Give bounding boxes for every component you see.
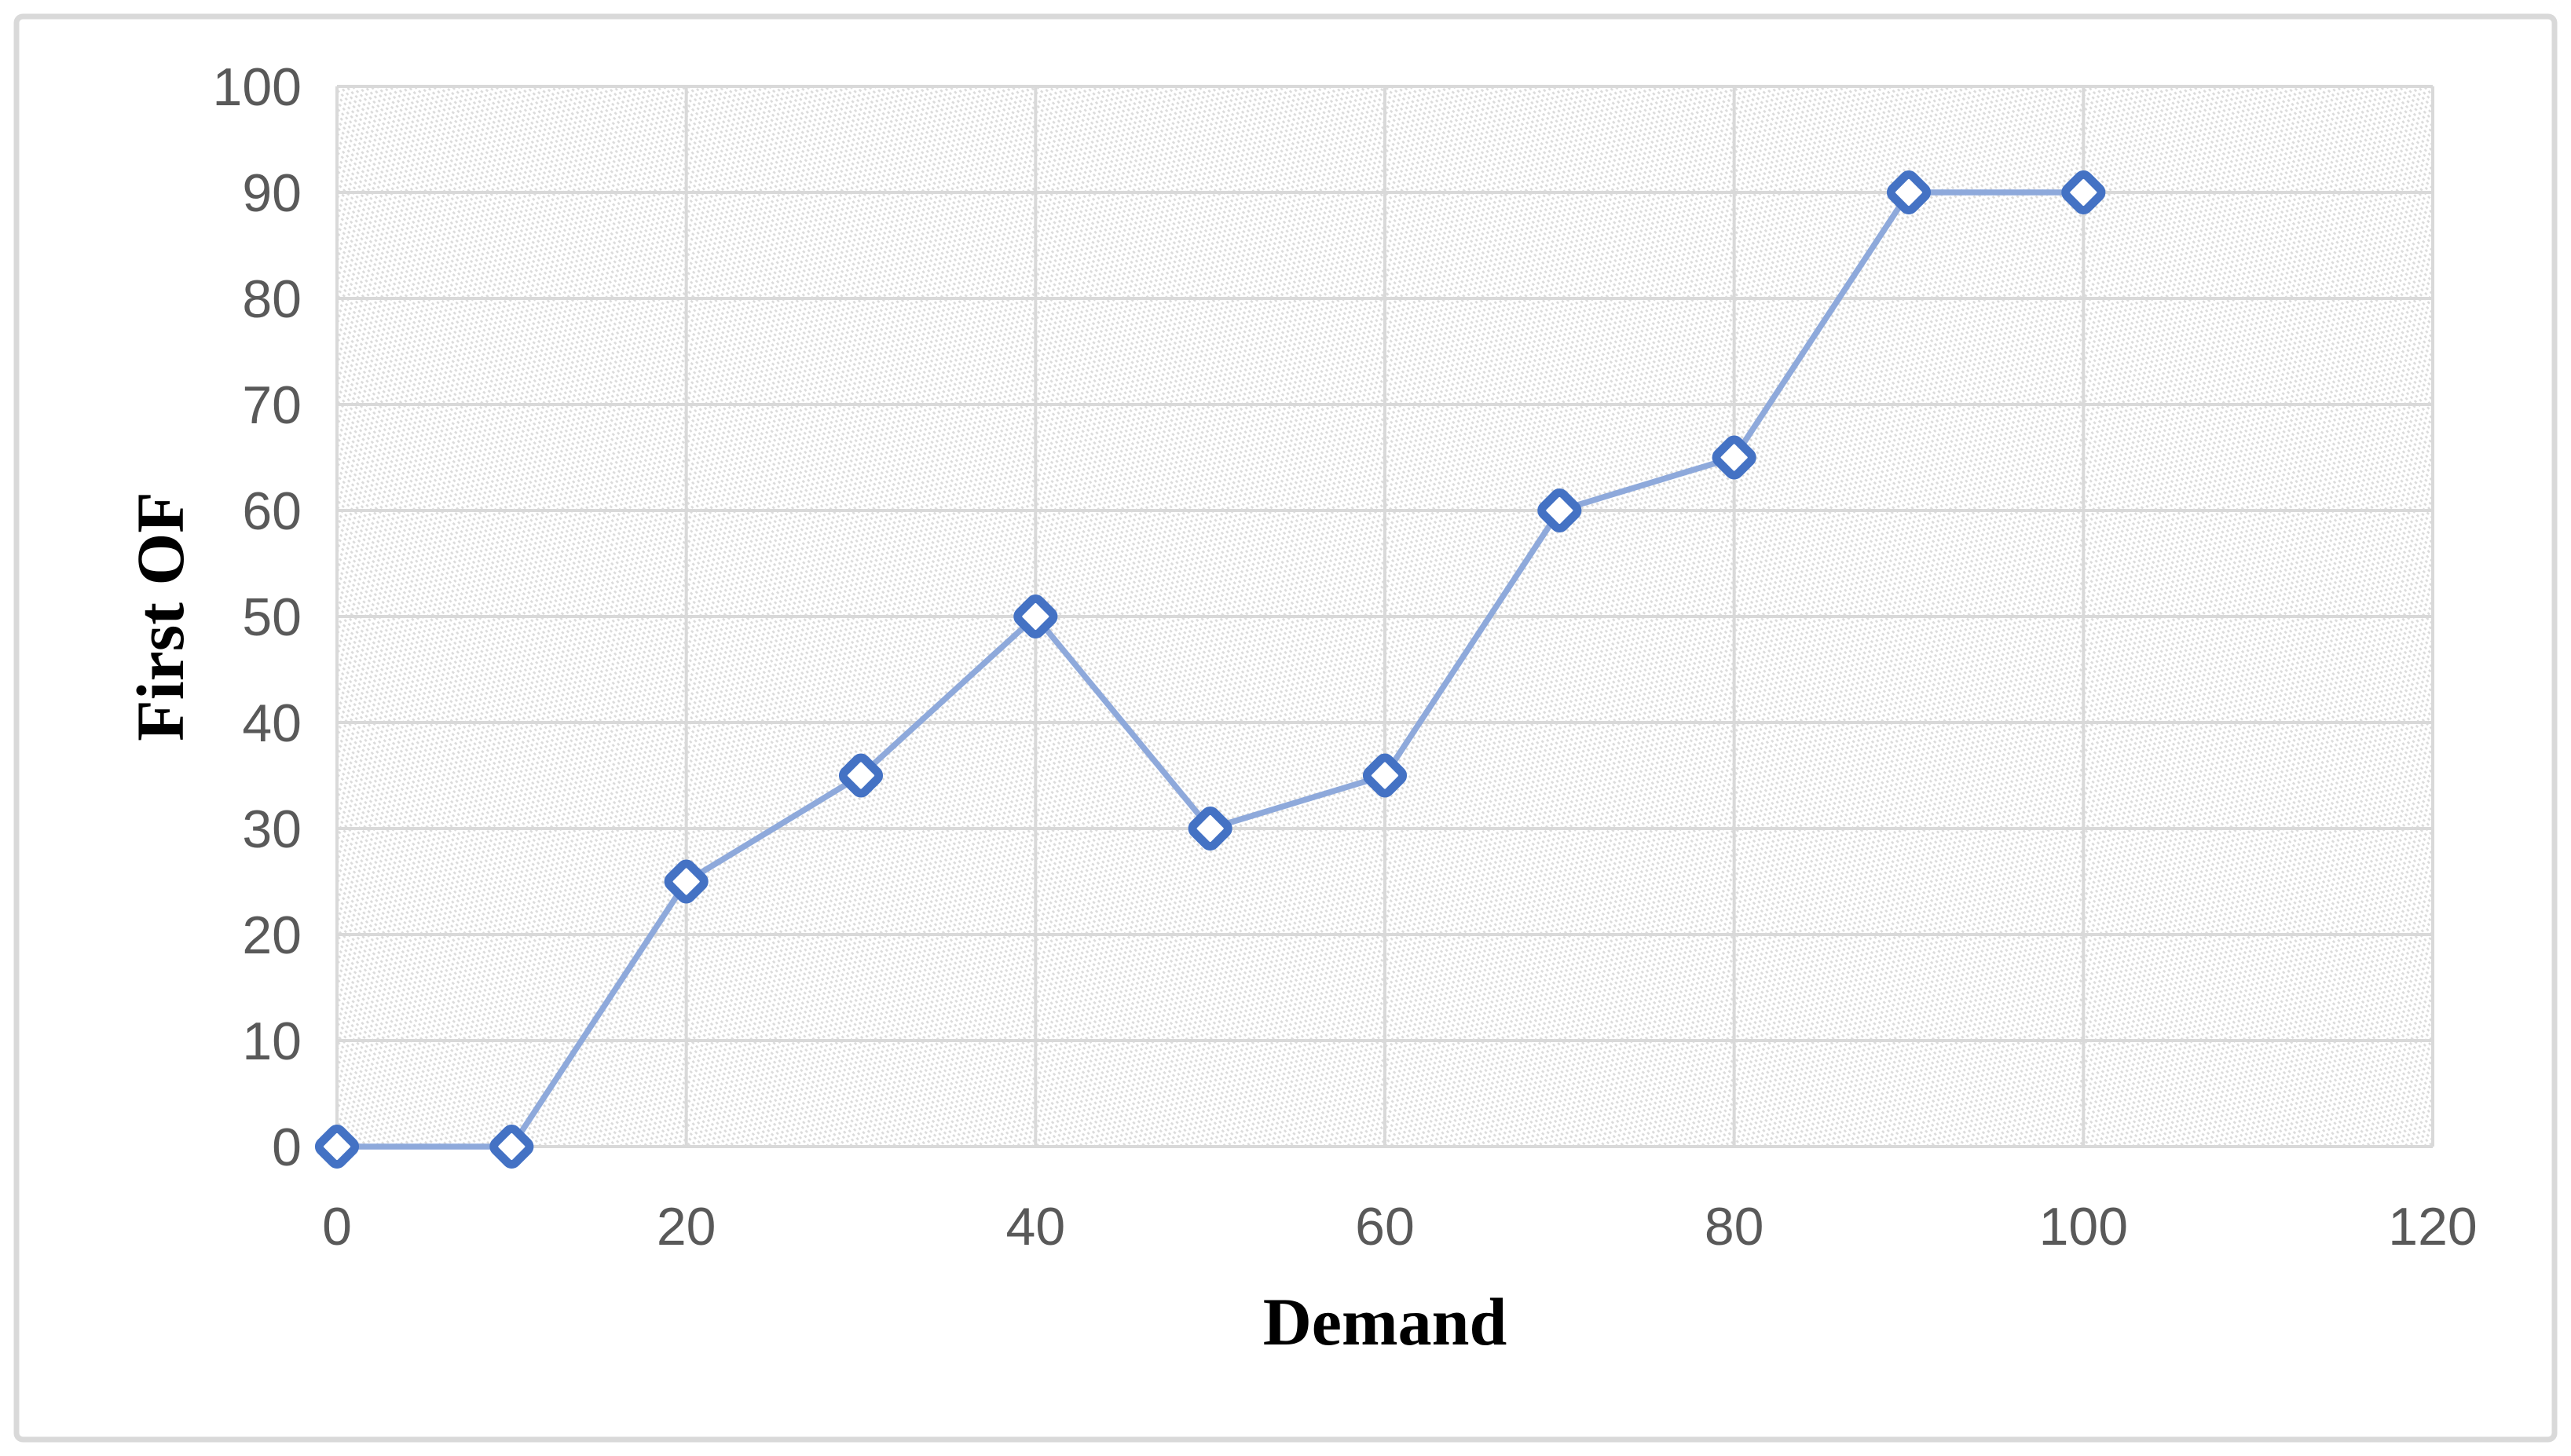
x-axis-tick-label: 80 — [1705, 1197, 1764, 1257]
y-axis-tick-label: 80 — [242, 269, 302, 329]
x-axis-tick-label: 40 — [1006, 1197, 1066, 1257]
data-point-marker — [1537, 488, 1582, 533]
data-point-marker — [489, 1124, 534, 1169]
x-axis-tick-label: 60 — [1355, 1197, 1415, 1257]
x-axis-tick-label: 100 — [2039, 1197, 2128, 1257]
figure-outer-border — [13, 13, 2558, 1443]
y-axis-tick-labels: 0 10 20 30 40 50 60 70 80 90 100 — [213, 57, 302, 1177]
y-axis-tick-label: 30 — [242, 799, 302, 859]
x-axis-tick-label: 0 — [322, 1197, 352, 1257]
y-axis-tick-label: 50 — [242, 587, 302, 647]
y-axis-tick-label: 20 — [242, 905, 302, 965]
y-axis-tick-label: 90 — [242, 163, 302, 223]
data-point-marker — [1188, 806, 1232, 851]
data-point-marker — [2061, 170, 2106, 215]
x-axis-title: Demand — [1263, 1284, 1507, 1359]
series-markers — [314, 170, 2106, 1169]
y-axis-tick-label: 100 — [213, 57, 302, 117]
gridlines — [335, 85, 2434, 1148]
data-point-marker — [1886, 170, 1932, 215]
data-point-marker — [838, 753, 884, 798]
y-axis-tick-label: 70 — [242, 375, 302, 435]
data-point-marker — [1712, 435, 1756, 480]
data-point-marker — [1013, 594, 1058, 639]
data-point-marker — [314, 1124, 360, 1169]
y-axis-tick-label: 60 — [242, 481, 302, 541]
data-point-marker — [664, 859, 709, 904]
y-axis-tick-label: 40 — [242, 693, 302, 753]
y-axis-title: First OF — [123, 492, 198, 741]
x-axis-tick-label: 20 — [657, 1197, 716, 1257]
y-axis-tick-label: 10 — [242, 1012, 302, 1071]
data-point-marker — [1362, 753, 1408, 798]
x-axis-tick-label: 120 — [2388, 1197, 2477, 1257]
x-axis-tick-labels: 0 20 40 60 80 100 120 — [322, 1197, 2478, 1257]
y-axis-tick-label: 0 — [272, 1118, 302, 1177]
